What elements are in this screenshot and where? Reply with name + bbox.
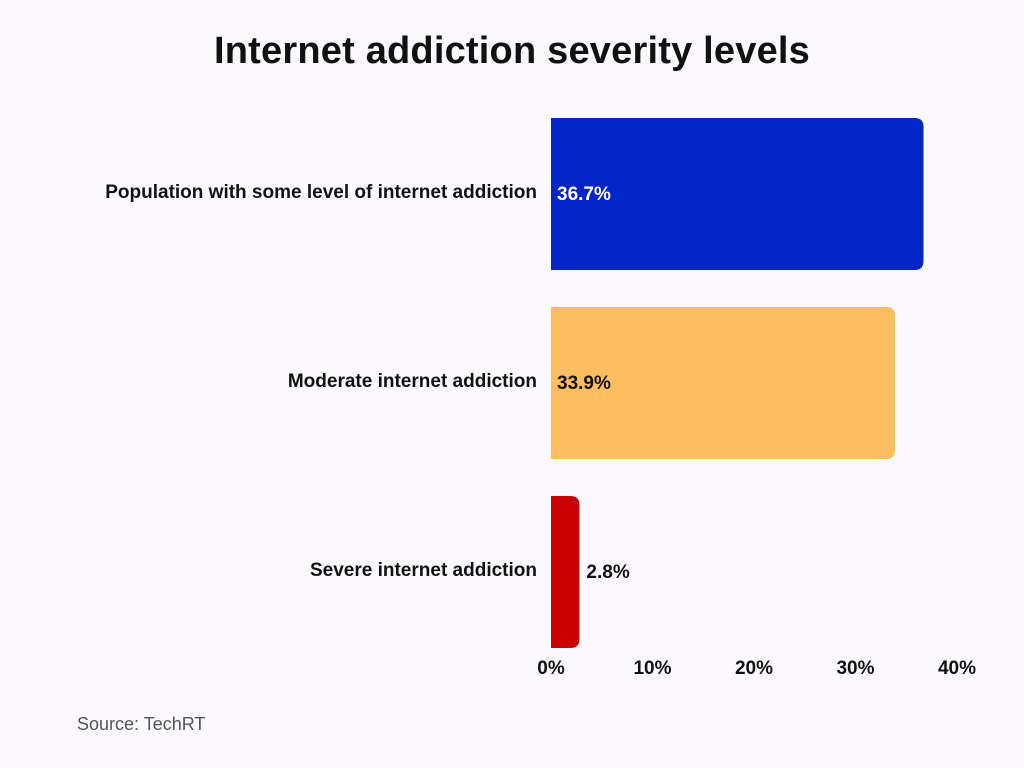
bar-2 [551, 307, 896, 459]
category-label-2: Moderate internet addiction [288, 371, 537, 392]
data-label-3: 2.8% [586, 562, 629, 583]
bar-1 [551, 118, 924, 270]
x-tick-label-2: 20% [735, 658, 773, 679]
x-tick-label-4: 40% [938, 658, 976, 679]
source-note: Source: TechRT [77, 714, 206, 734]
x-tick-label-3: 30% [836, 658, 874, 679]
bar-3 [551, 496, 580, 648]
data-labels: 36.7% 33.9% 2.8% [557, 184, 630, 583]
x-axis-ticks: 0% 10% 20% 30% 40% [537, 658, 976, 679]
x-tick-label-0: 0% [537, 658, 565, 679]
bars-layer [551, 118, 924, 648]
data-label-1: 36.7% [557, 184, 611, 205]
data-label-2: 33.9% [557, 373, 611, 394]
chart-title: Internet addiction severity levels [213, 30, 811, 72]
category-labels: Population with some level of internet a… [105, 182, 537, 581]
x-tick-label-1: 10% [633, 658, 671, 679]
category-label-1: Population with some level of internet a… [105, 182, 537, 203]
category-label-3: Severe internet addiction [310, 560, 537, 581]
